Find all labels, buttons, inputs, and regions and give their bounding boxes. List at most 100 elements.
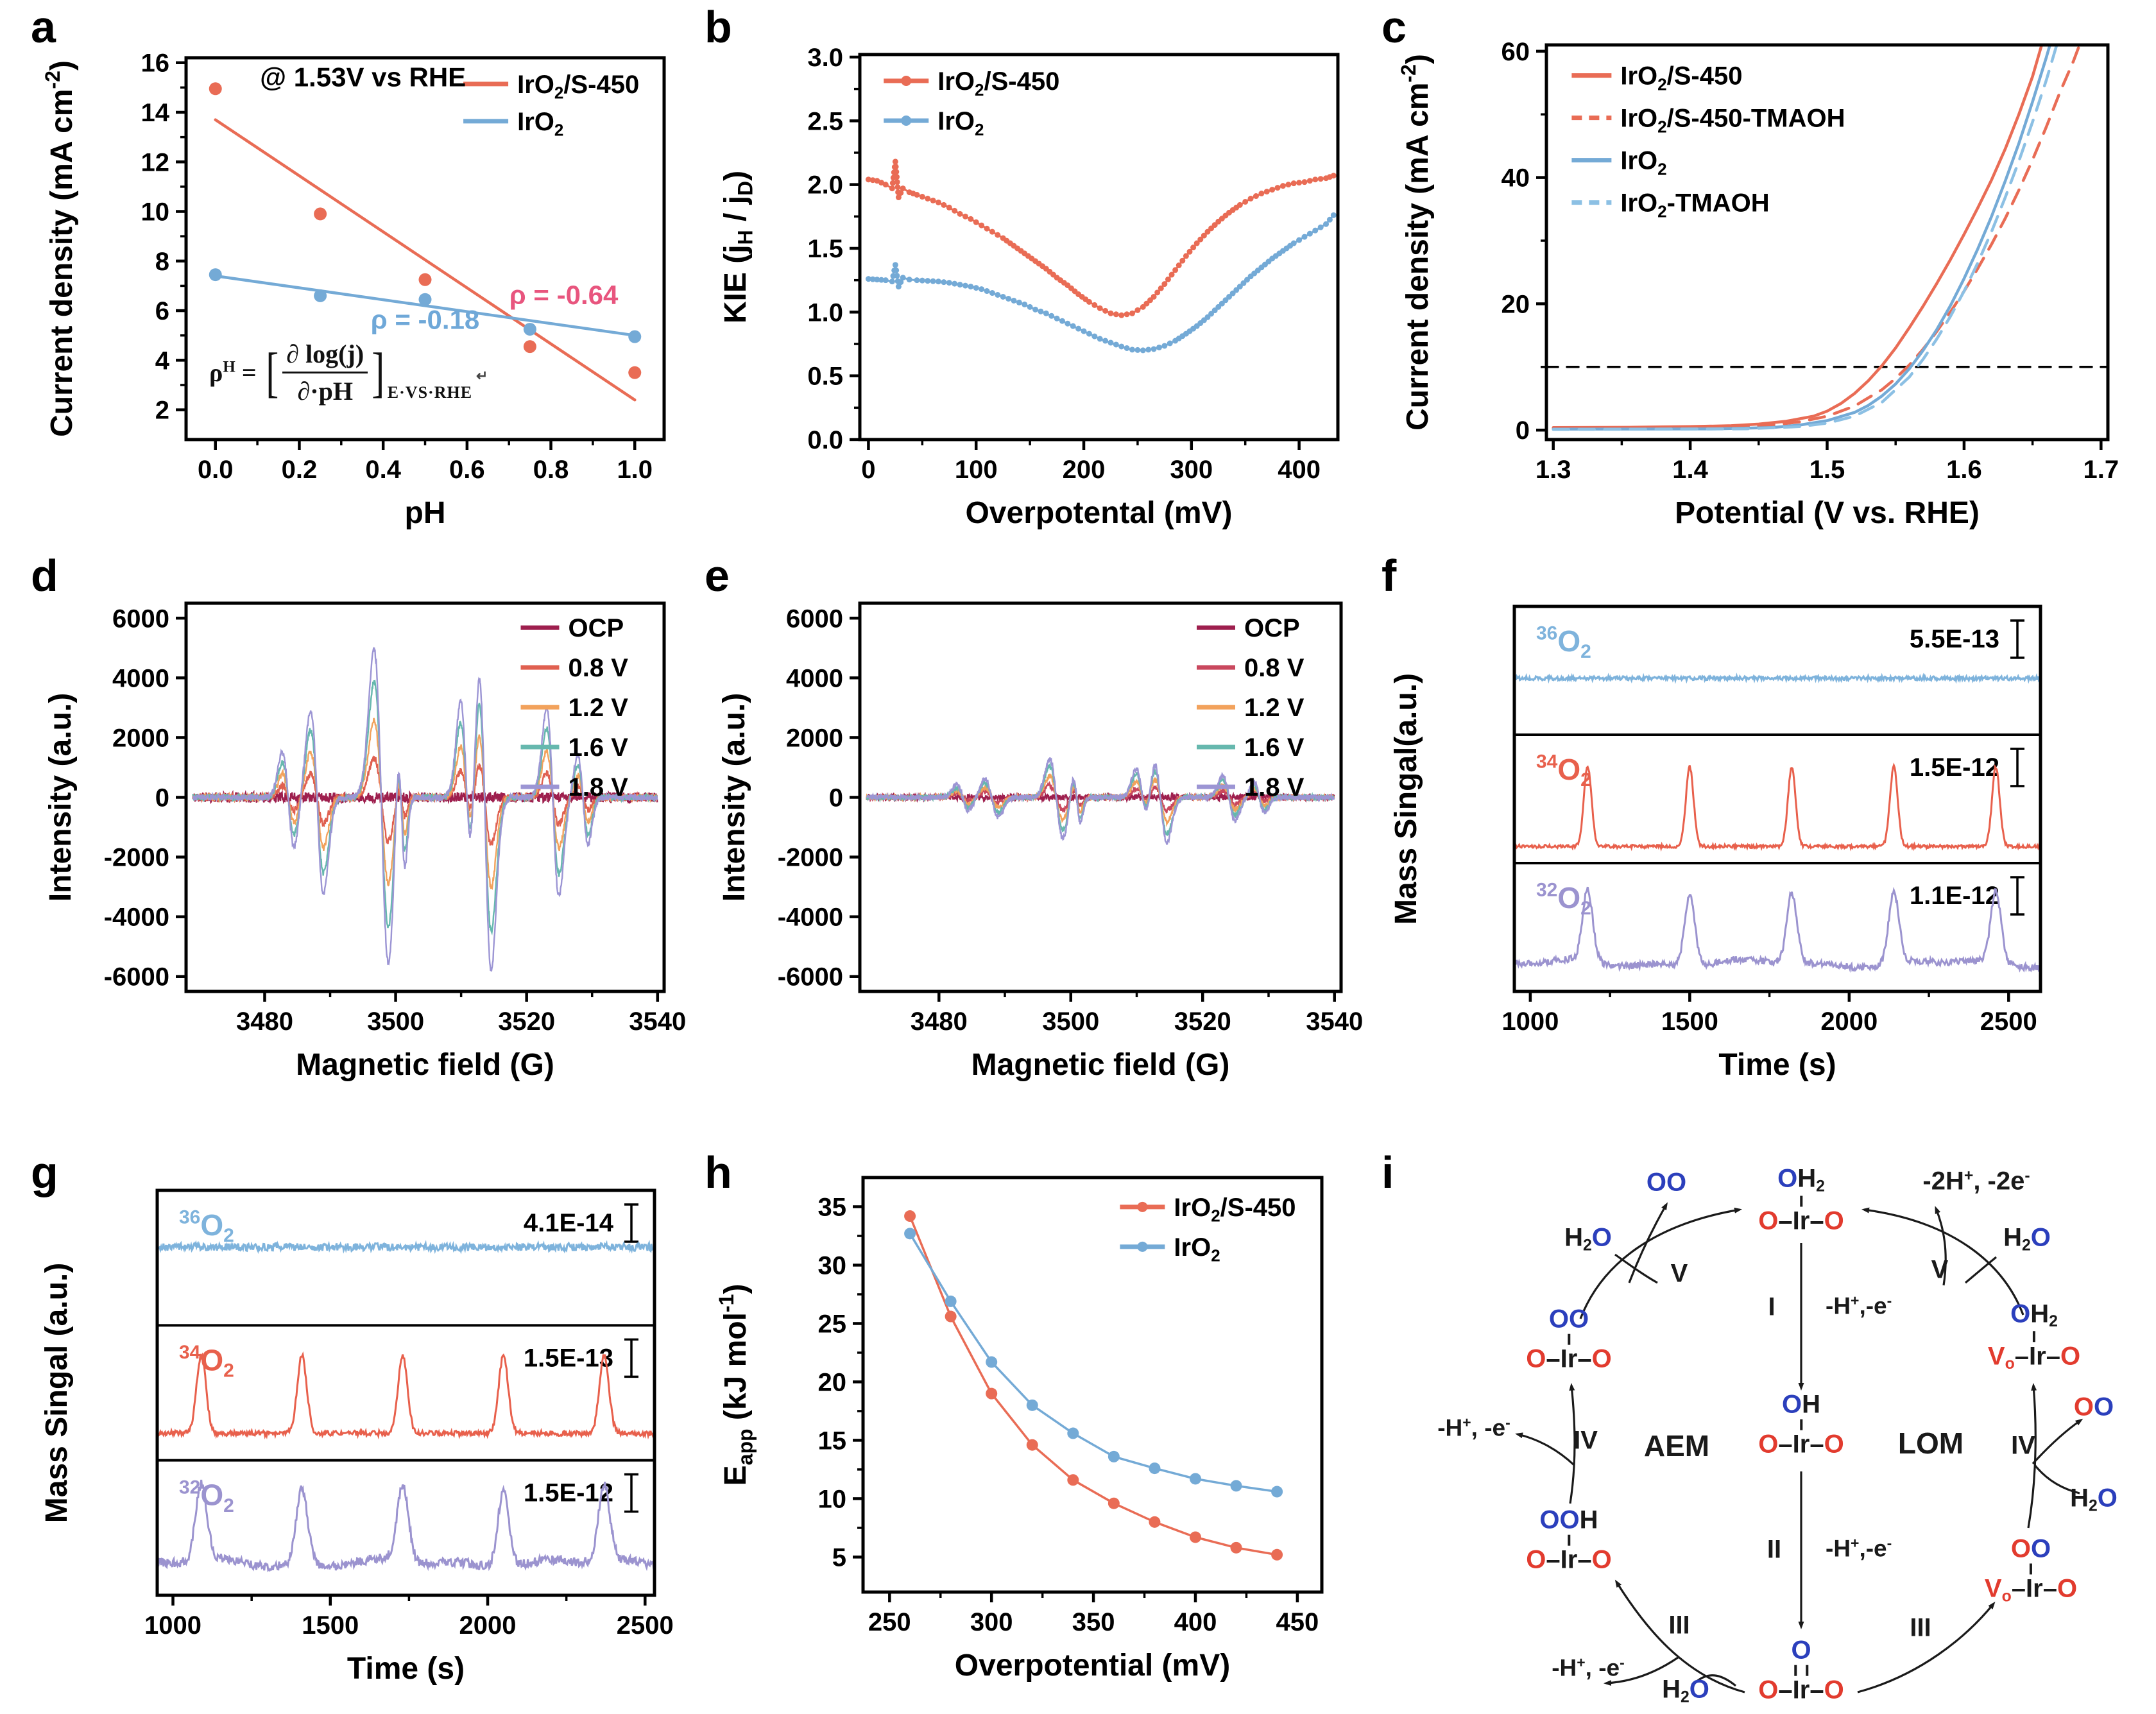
arrow-o2-release-right (2032, 1418, 2083, 1465)
diagram-label-step-ii: II (1767, 1535, 1782, 1564)
svg-text:32O2: 32O2 (179, 1477, 234, 1516)
svg-text:40: 40 (1502, 164, 1530, 193)
svg-text:25: 25 (818, 1310, 847, 1338)
svg-text:20: 20 (818, 1368, 847, 1396)
svg-text:2.5: 2.5 (807, 107, 843, 135)
svg-text:300: 300 (970, 1608, 1013, 1636)
svg-text:1.0: 1.0 (807, 298, 843, 327)
ligand: OH (1781, 1390, 1820, 1419)
svg-text:@ 1.53V vs RHE: @ 1.53V vs RHE (260, 62, 466, 92)
rate-order-formula: ρH = [ ∂ log(j) ∂·pH ] E·VS·RHE ↵ (209, 339, 488, 406)
arrow-h-release-right (1935, 1206, 1947, 1286)
series-IrO2-TMAOH-LSV (1552, 45, 2058, 431)
diagram-label-minus-2h-2e: -2H+, -2e- (1922, 1167, 2030, 1196)
y-axis: 0.0 0.5 1.0 1.5 2.0 2.5 3.0 (807, 44, 860, 454)
arrow-o2-release-left (1628, 1202, 1668, 1283)
panel-g-chart: 36O2 4.1E-14 34O2 1.5E-13 32O2 1.5E-12 1000 150… (40, 1188, 674, 1686)
svg-text:3520: 3520 (1174, 1007, 1231, 1036)
legend: IrO2/S-450 IrO2 (1120, 1194, 1296, 1265)
diagram-label-step-v-right: V (1931, 1255, 1949, 1284)
svg-text:1.5E-13: 1.5E-13 (524, 1344, 613, 1372)
single-bond (2033, 1331, 2035, 1342)
diagram-label-step-v-left: V (1670, 1259, 1688, 1288)
svg-text:0.0: 0.0 (198, 456, 234, 484)
svg-text:Mass Singal(a.u.): Mass Singal(a.u.) (1389, 673, 1423, 925)
panel-d-chart: 3480 3500 3520 3540 -6000 -4000 -2000 0 2000 4000… (44, 601, 686, 1082)
diagram-label-step-iv-right: IV (2011, 1431, 2035, 1460)
svg-text:Overpotential (mV): Overpotential (mV) (955, 1649, 1230, 1683)
svg-text:-6000: -6000 (104, 963, 169, 991)
panel-letter-d: d (31, 551, 58, 601)
plot-frame (1512, 604, 2042, 993)
x-axis: 3480 3500 3520 3540 (911, 991, 1363, 1036)
svg-text:3500: 3500 (367, 1007, 424, 1036)
plot-area (866, 757, 1335, 845)
x-axis: 1000 1500 2000 2500 (1502, 991, 2037, 1036)
svg-text:1.7: 1.7 (2083, 456, 2119, 484)
svg-text:15: 15 (818, 1427, 847, 1455)
plot-frame (858, 53, 1340, 441)
svg-text:400: 400 (1174, 1608, 1217, 1636)
panel-b-chart: 0 100 200 300 400 0.0 0.5 1.0 1.5 2.0 2.5 3.0 Overpo… (719, 44, 1340, 530)
ms-trace-2 (156, 1479, 656, 1573)
y-axis: 0 20 40 60 (1502, 38, 1546, 445)
svg-text:5: 5 (832, 1543, 846, 1572)
formula-close-bracket: ] (372, 341, 385, 403)
y-axis: -6000 -4000 -2000 0 2000 4000 6000 (104, 604, 186, 991)
svg-text:2000: 2000 (786, 724, 843, 752)
svg-text:1.2 V: 1.2 V (1244, 694, 1305, 722)
svg-text:4000: 4000 (112, 664, 169, 692)
svg-text:1.1E-12: 1.1E-12 (1910, 882, 1999, 910)
legend: IrO2/S-450 IrO2 (463, 71, 639, 140)
svg-text:0.6: 0.6 (449, 456, 485, 484)
svg-text:1.5E-12: 1.5E-12 (1910, 753, 1999, 782)
x-axis: 0.0 0.2 0.4 0.6 0.8 1.0 (198, 440, 653, 484)
diagram-label-lom: LOM (1897, 1427, 1964, 1460)
svg-text:1.0: 1.0 (617, 456, 653, 484)
metal-center: O–Ir–O (1526, 1344, 1612, 1373)
molecule-hydroxo: OH O–Ir–O (1758, 1390, 1844, 1458)
molecule-o2-top-left: OO (1647, 1169, 1686, 1196)
ms-trace-1 (156, 1351, 656, 1440)
svg-text:2000: 2000 (112, 724, 169, 752)
arrow-step-iv-left-arrow (1569, 1383, 1576, 1504)
svg-text:6000: 6000 (112, 604, 169, 633)
svg-text:1.3: 1.3 (1536, 456, 1571, 484)
svg-text:0: 0 (1516, 416, 1530, 445)
svg-text:2000: 2000 (459, 1611, 517, 1640)
svg-text:-6000: -6000 (778, 963, 843, 991)
panel-b: b 0 100 200 300 400 0.0 0.5 1.0 1.5 2.0 2.5 3.0 Over… (699, 0, 1376, 549)
series-IrO2/S-450-KIE (865, 159, 1337, 318)
svg-text:6000: 6000 (786, 604, 843, 633)
x-axis: 0 100 200 300 400 (861, 440, 1321, 484)
panel-d: d 3480 3500 3520 3540 -6000 -4000 -2000 0 2000 40… (26, 549, 699, 1113)
svg-text:1.2 V: 1.2 V (569, 694, 629, 722)
svg-text:-4000: -4000 (778, 904, 843, 932)
epr-trace-1.8 V (866, 757, 1335, 845)
formula-subscript: E·VS·RHE (387, 383, 473, 402)
arrow-h2o-feed-bottom (1695, 1674, 1736, 1687)
molecule-lom-peroxo-vo: OO Vo–Ir–O (1985, 1536, 2077, 1604)
svg-text:350: 350 (1072, 1608, 1115, 1636)
metal-center: O–Ir–O (1526, 1545, 1612, 1574)
x-axis: 1000 1500 2000 2500 (144, 1595, 674, 1640)
svg-text:100: 100 (955, 456, 998, 484)
legend: OCP 0.8 V 1.2 V 1.6 V 1.8 V (520, 614, 629, 801)
plot-frame (155, 1188, 656, 1597)
single-bond (1800, 1419, 1802, 1430)
svg-text:-4000: -4000 (104, 904, 169, 932)
arrow-step-iii-left-arrow (1614, 1579, 1745, 1693)
svg-text:2000: 2000 (1820, 1007, 1878, 1036)
panel-letter-i: i (1382, 1147, 1394, 1197)
svg-text:250: 250 (868, 1608, 911, 1636)
svg-text:2500: 2500 (617, 1611, 674, 1640)
diagram-label-step-iii-left: III (1668, 1611, 1690, 1640)
svg-text:IrO2-TMAOH: IrO2-TMAOH (1620, 189, 1769, 221)
svg-text:KIE (jH / jD): KIE (jH / jD) (719, 171, 757, 323)
x-axis: 1.3 1.4 1.5 1.6 1.7 (1536, 440, 2119, 484)
svg-text:16: 16 (141, 49, 170, 78)
svg-text:OCP: OCP (1244, 614, 1300, 642)
diagram-label-minus-h-e-iii: -H+, -e- (1552, 1654, 1625, 1681)
series-IrO2-LSV (1552, 45, 2052, 431)
svg-text:400: 400 (1278, 456, 1321, 484)
